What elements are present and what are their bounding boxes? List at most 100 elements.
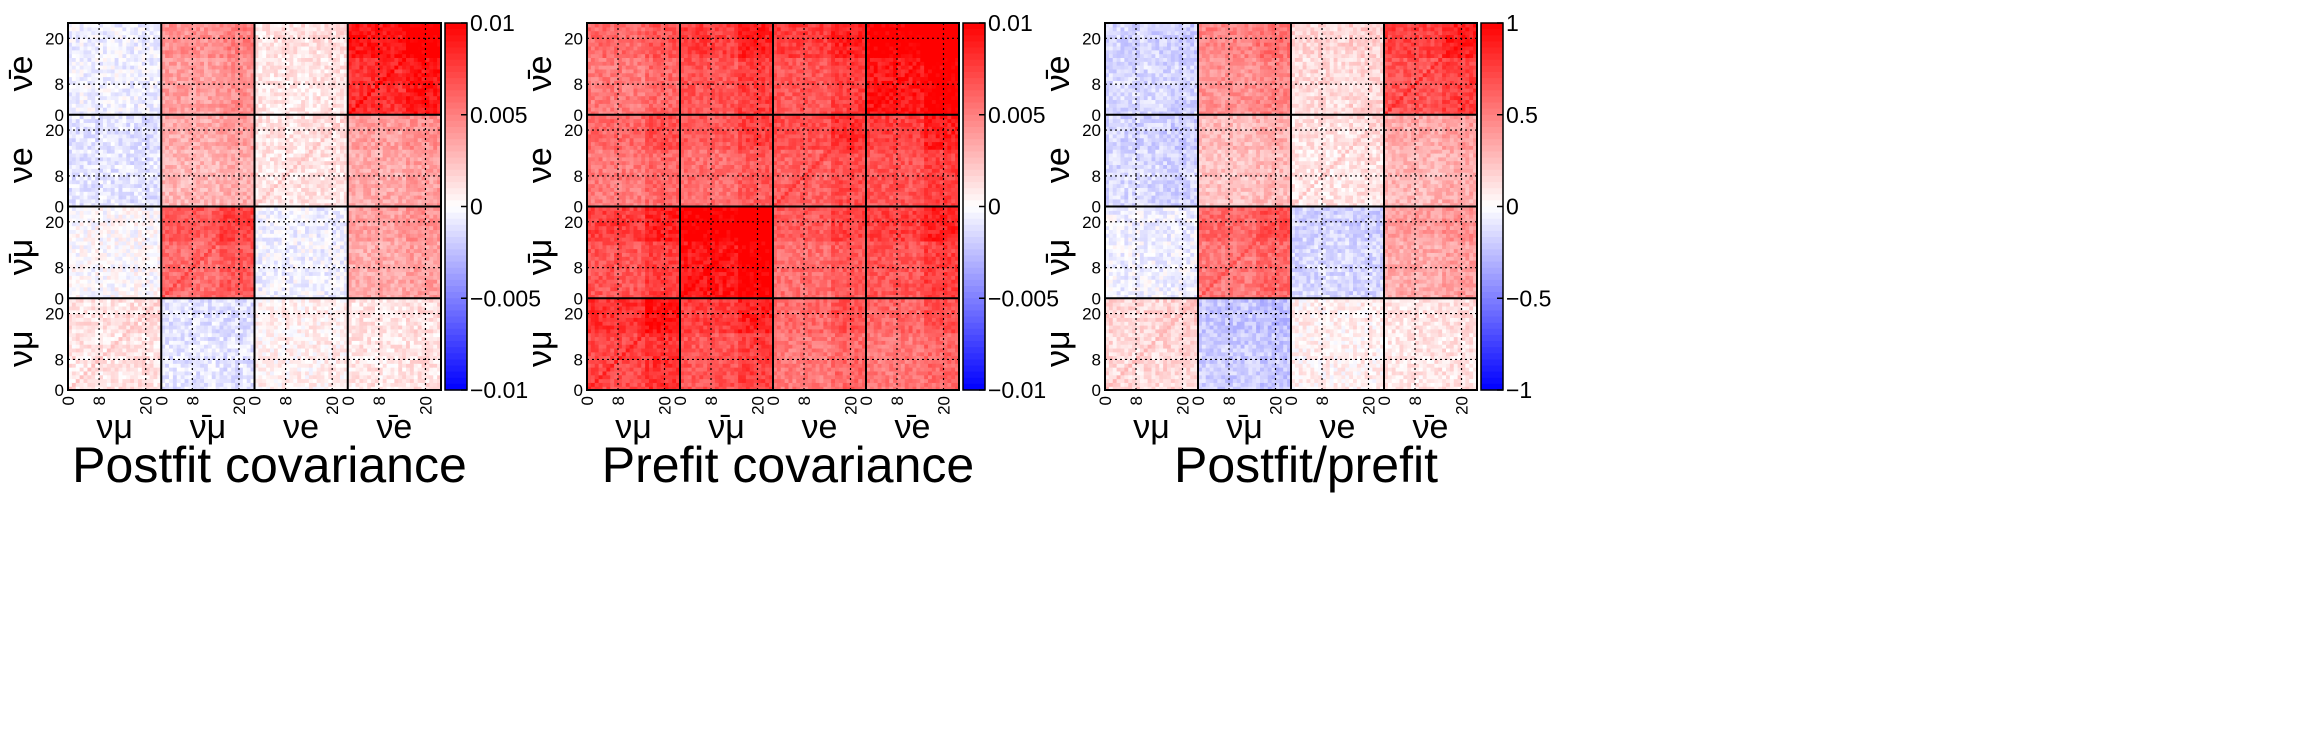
heatmap-cell (173, 283, 177, 287)
heatmap-cell (165, 325, 169, 329)
heatmap-cell (84, 119, 88, 123)
heatmap-cell (243, 176, 247, 180)
heatmap-cell (185, 107, 189, 111)
heatmap-cell (134, 249, 138, 253)
heatmap-cell (266, 103, 270, 107)
heatmap-cell (173, 329, 177, 333)
heatmap-cell (122, 180, 126, 184)
heatmap-cell (84, 229, 88, 233)
heatmap-cell (200, 164, 204, 168)
heatmap-cell (239, 222, 243, 226)
heatmap-cell (309, 69, 313, 73)
heatmap-cell (196, 340, 200, 344)
heatmap-cell (177, 61, 181, 65)
heatmap-cell (223, 157, 227, 161)
heatmap-cell (220, 226, 224, 230)
heatmap-cell (165, 176, 169, 180)
heatmap-cell (134, 268, 138, 272)
heatmap-cell (270, 103, 274, 107)
heatmap-cell (76, 134, 80, 138)
heatmap-cell (119, 130, 123, 134)
heatmap-cell (243, 214, 247, 218)
heatmap-cell (153, 96, 157, 100)
heatmap-cell (216, 164, 220, 168)
heatmap-cell (216, 65, 220, 69)
heatmap-cell (177, 153, 181, 157)
heatmap-cell (173, 92, 177, 96)
heatmap-cell (204, 249, 208, 253)
heatmap-cell (227, 31, 231, 35)
heatmap-cell (165, 99, 169, 103)
heatmap-cell (309, 77, 313, 81)
heatmap-cell (115, 195, 119, 199)
heatmap-cell (258, 65, 262, 69)
heatmap-cell (309, 92, 313, 96)
heatmap-cell (115, 237, 119, 241)
heatmap-cell (134, 107, 138, 111)
heatmap-cell (103, 252, 107, 256)
heatmap-cell (72, 50, 76, 54)
heatmap-cell (146, 57, 150, 61)
heatmap-cell (223, 371, 227, 375)
heatmap-cell (220, 46, 224, 50)
heatmap-cell (122, 69, 126, 73)
heatmap-cell (87, 260, 91, 264)
heatmap-cell (138, 145, 142, 149)
heatmap-cell (212, 149, 216, 153)
heatmap-cell (309, 42, 313, 46)
heatmap-cell (80, 88, 84, 92)
heatmap-cell (208, 96, 212, 100)
heatmap-cell (247, 287, 251, 291)
heatmap-cell (220, 222, 224, 226)
heatmap-cell (111, 283, 115, 287)
heatmap-cell (192, 187, 196, 191)
heatmap-cell (80, 149, 84, 153)
heatmap-cell (146, 229, 150, 233)
heatmap-cell (150, 306, 154, 310)
heatmap-cell (208, 122, 212, 126)
heatmap-cell (231, 291, 235, 295)
heatmap-cell (227, 241, 231, 245)
heatmap-cell (153, 92, 157, 96)
heatmap-cell (274, 61, 278, 65)
heatmap-cell (103, 382, 107, 386)
heatmap-cell (181, 99, 185, 103)
heatmap-cell (165, 168, 169, 172)
heatmap-cell (165, 31, 169, 35)
heatmap-cell (76, 168, 80, 172)
heatmap-cell (126, 65, 130, 69)
heatmap-cell (231, 333, 235, 337)
heatmap-cell (165, 184, 169, 188)
heatmap-cell (247, 77, 251, 81)
heatmap-cell (111, 226, 115, 230)
heatmap-cell (111, 249, 115, 253)
heatmap-cell (192, 226, 196, 230)
heatmap-cell (165, 164, 169, 168)
heatmap-cell (223, 268, 227, 272)
heatmap-cell (91, 375, 95, 379)
heatmap-cell (212, 61, 216, 65)
heatmap-cell (80, 130, 84, 134)
heatmap-cell (227, 61, 231, 65)
heatmap-cell (99, 119, 103, 123)
heatmap-cell (223, 283, 227, 287)
heatmap-cell (231, 359, 235, 363)
heatmap-cell (169, 222, 173, 226)
heatmap-cell (227, 134, 231, 138)
heatmap-cell (76, 245, 80, 249)
heatmap-cell (150, 279, 154, 283)
heatmap-cell (138, 344, 142, 348)
heatmap-cell (181, 31, 185, 35)
heatmap-cell (216, 99, 220, 103)
heatmap-cell (107, 382, 111, 386)
heatmap-cell (99, 65, 103, 69)
heatmap-cell (212, 252, 216, 256)
heatmap-cell (216, 329, 220, 333)
heatmap-cell (223, 164, 227, 168)
heatmap-cell (231, 271, 235, 275)
heatmap-cell (115, 271, 119, 275)
heatmap-cell (239, 260, 243, 264)
heatmap-cell (192, 314, 196, 318)
heatmap-cell (130, 306, 134, 310)
heatmap-cell (169, 142, 173, 146)
